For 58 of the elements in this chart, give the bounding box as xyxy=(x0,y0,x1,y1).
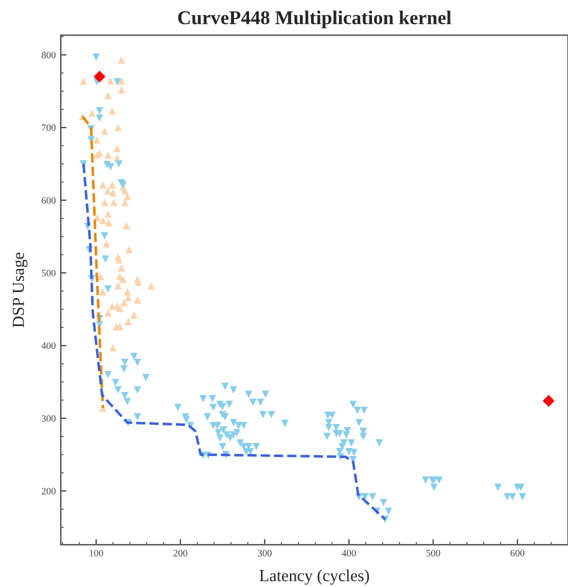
point xyxy=(134,296,142,304)
point xyxy=(104,210,112,218)
point xyxy=(121,187,128,194)
x-tick-label: 300 xyxy=(258,550,272,556)
x-tick-label: 400 xyxy=(342,550,356,556)
point xyxy=(119,276,127,284)
point xyxy=(102,240,110,248)
point xyxy=(100,198,108,206)
point xyxy=(106,77,114,85)
y-tick-label: 200 xyxy=(42,488,56,494)
chart-title: CurveP448 Multiplication kernel xyxy=(178,10,452,28)
x-tick-label: 100 xyxy=(90,550,104,556)
point xyxy=(124,318,132,326)
point xyxy=(130,311,138,319)
x-tick-label: 200 xyxy=(174,550,188,556)
point xyxy=(118,264,126,272)
point xyxy=(118,56,126,64)
point xyxy=(100,127,108,135)
point xyxy=(120,299,128,306)
point xyxy=(93,136,101,144)
point xyxy=(104,92,112,100)
point xyxy=(118,86,126,94)
y-tick-label: 600 xyxy=(42,197,56,204)
point xyxy=(114,282,122,290)
point xyxy=(110,198,118,206)
point xyxy=(99,288,107,296)
y-tick-label: 400 xyxy=(42,342,56,350)
point xyxy=(116,304,124,312)
point xyxy=(80,77,88,85)
point xyxy=(118,77,126,85)
point xyxy=(125,246,133,254)
point xyxy=(124,288,132,296)
point xyxy=(108,107,116,114)
point xyxy=(114,144,121,152)
point xyxy=(104,187,112,194)
point xyxy=(104,151,112,159)
point xyxy=(116,323,124,330)
point xyxy=(109,344,117,352)
y-axis-title: DSP Usage xyxy=(12,252,28,328)
x-tick-label: 500 xyxy=(426,550,440,556)
point xyxy=(147,282,155,290)
point xyxy=(104,309,112,317)
point xyxy=(114,124,122,132)
y-tick-label: 300 xyxy=(42,415,56,422)
x-axis-title: Latency (cycles) xyxy=(260,570,369,585)
point xyxy=(94,70,106,83)
x-tick-label: 600 xyxy=(510,550,524,556)
y-tick-label: 500 xyxy=(42,270,56,276)
point xyxy=(109,189,117,197)
point xyxy=(542,394,555,407)
y-tick-label: 700 xyxy=(42,124,56,131)
point xyxy=(88,109,96,117)
point xyxy=(105,219,112,226)
point xyxy=(99,181,107,189)
y-tick-label: 800 xyxy=(42,52,56,58)
point xyxy=(99,216,107,224)
point xyxy=(108,181,116,189)
point xyxy=(122,222,130,230)
